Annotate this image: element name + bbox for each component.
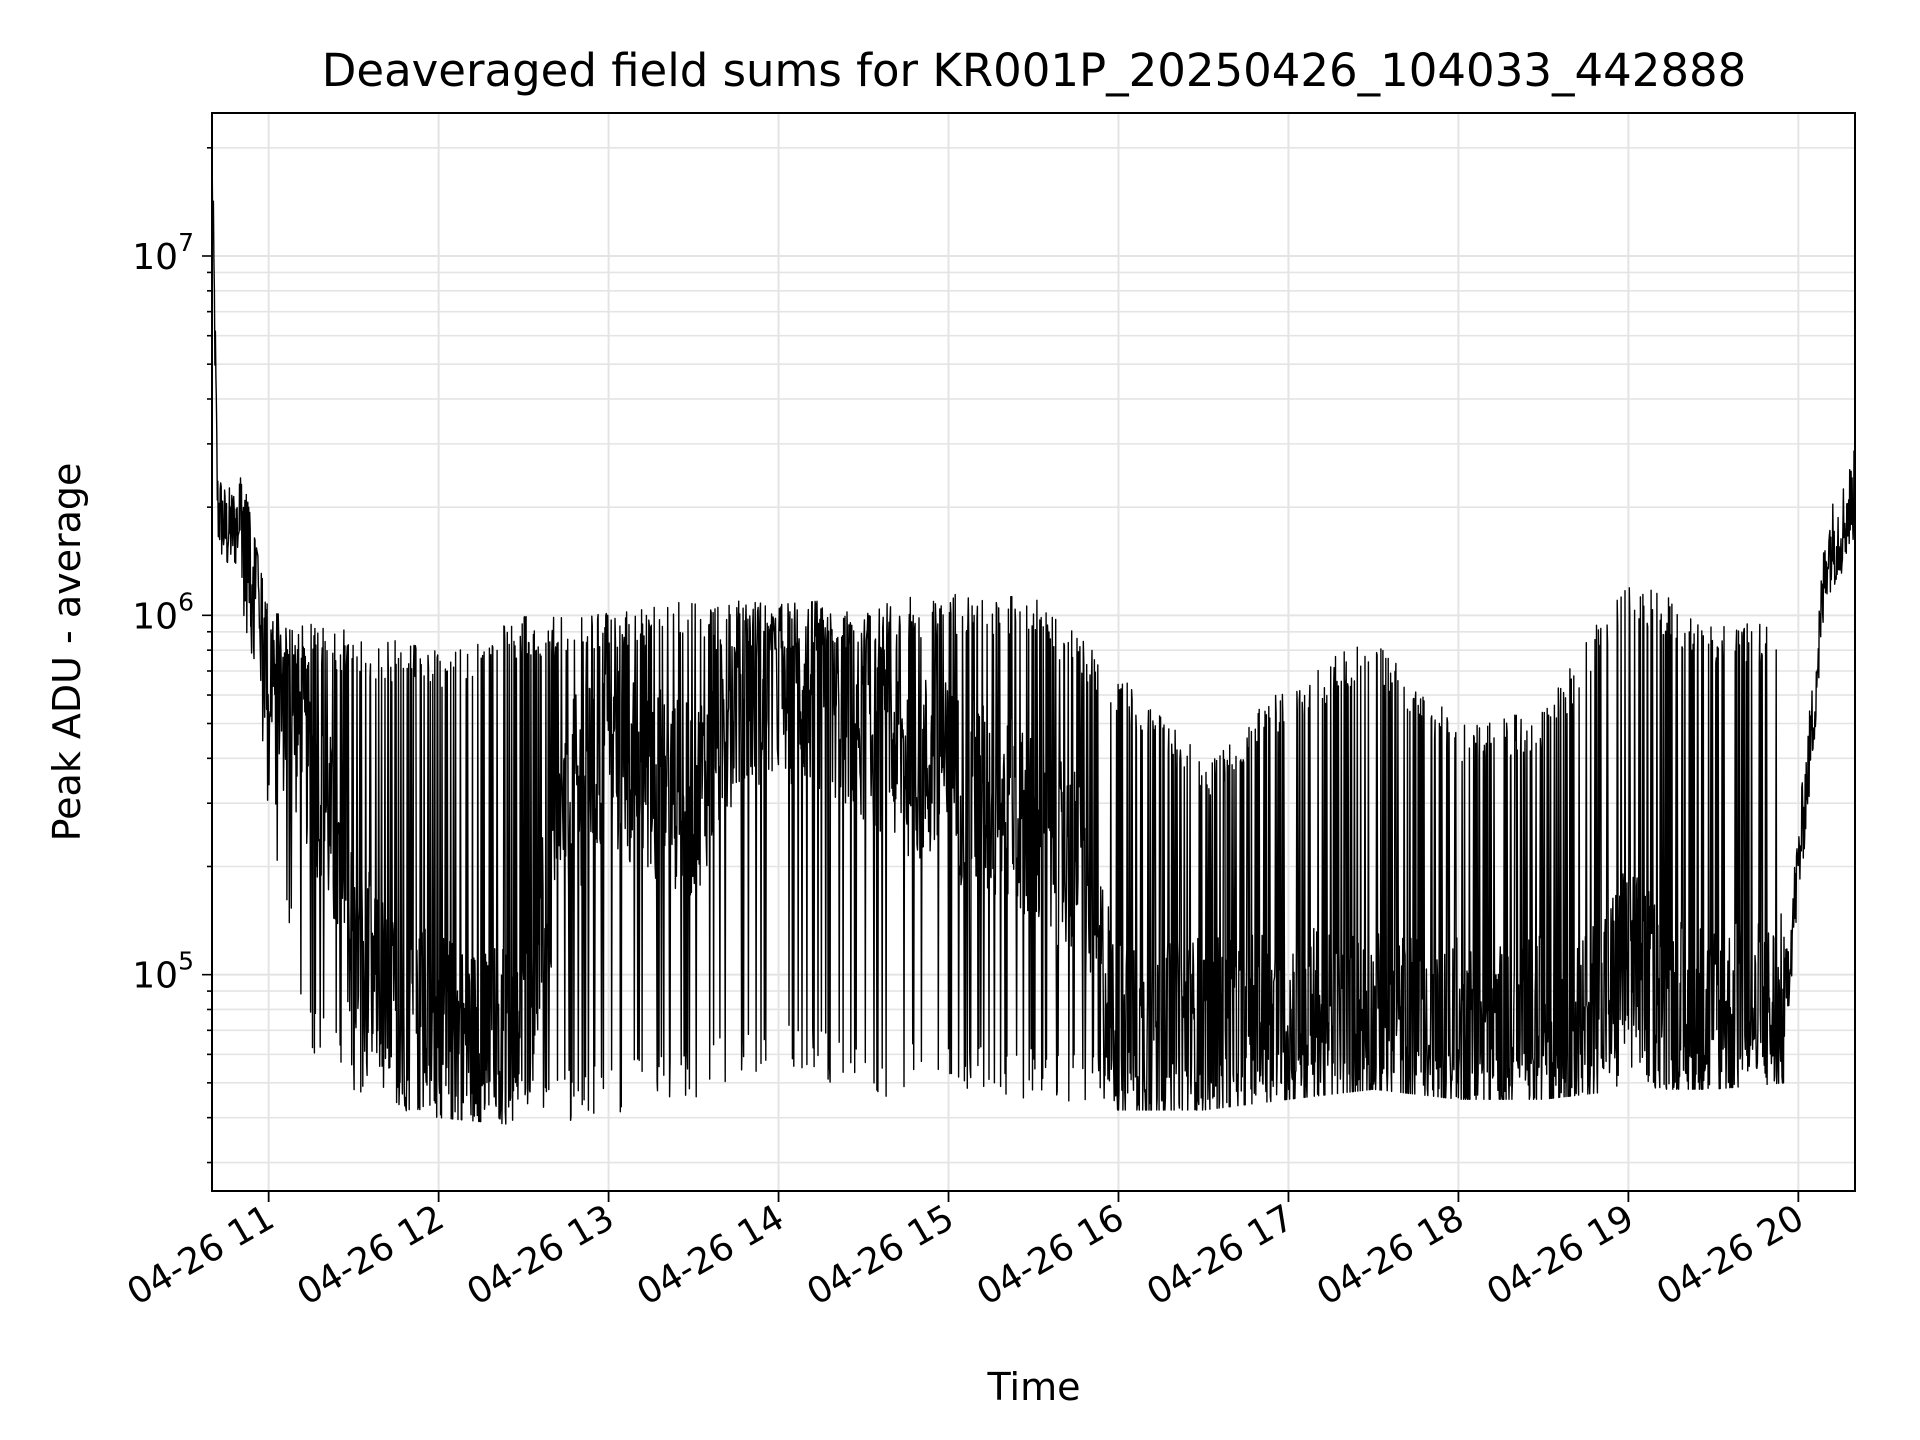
- series-line: [211, 141, 1856, 1125]
- x-axis-label: Time: [987, 1365, 1081, 1409]
- chart-title: Deaveraged field sums for KR001P_2025042…: [322, 44, 1746, 97]
- data-series: [211, 141, 1856, 1125]
- axis-ticks: [202, 147, 1800, 1202]
- y-axis-label: Peak ADU - average: [45, 463, 89, 842]
- plot-frame: [211, 112, 1856, 1192]
